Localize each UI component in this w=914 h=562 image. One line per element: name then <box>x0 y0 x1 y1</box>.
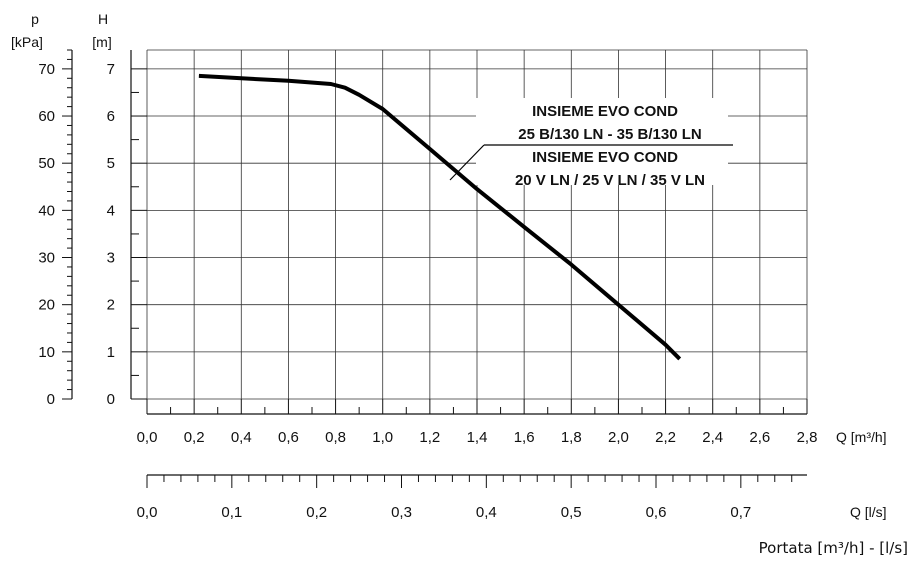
p-axis: 0 10 20 30 40 50 60 70 <box>38 49 73 408</box>
q-m3h-tick-label: 0,6 <box>278 429 299 446</box>
h-tick-label: 1 <box>107 344 115 361</box>
annotation-line-4: 20 V LN / 25 V LN / 35 V LN <box>515 172 705 189</box>
q-m3h-tick-label: 0,4 <box>231 429 252 446</box>
p-tick-label: 10 <box>38 344 55 361</box>
q-m3h-tick-label: 2,6 <box>749 429 770 446</box>
p-tick-label: 70 <box>38 61 55 78</box>
q-ls-tick-label: 0,7 <box>730 504 751 521</box>
h-tick-label: 0 <box>107 391 115 408</box>
p-axis-unit: [kPa] <box>11 34 43 50</box>
q-m3h-tick-label: 0,2 <box>184 429 205 446</box>
h-axis: 0 1 2 3 4 5 6 7 <box>107 50 147 408</box>
p-tick-label: 30 <box>38 250 55 267</box>
q-ls-tick-label: 0,4 <box>476 504 497 521</box>
annotation-background <box>476 98 728 185</box>
q-m3h-tick-label: 2,4 <box>702 429 723 446</box>
p-tick-label: 0 <box>47 391 55 408</box>
annotation-line-1: INSIEME EVO COND <box>532 103 678 120</box>
h-tick-label: 4 <box>107 202 115 219</box>
q-m3h-tick-label: 1,2 <box>419 429 440 446</box>
q-m3h-tick-label: 2,0 <box>608 429 629 446</box>
flow-rate-caption: Portata [m³/h] - [l/s] <box>759 539 908 557</box>
q-ls-tick-label: 0,3 <box>391 504 412 521</box>
p-tick-label: 20 <box>38 297 55 314</box>
q-m3h-tick-label: 1,6 <box>514 429 535 446</box>
q-m3h-tick-label: 1,0 <box>372 429 393 446</box>
q-ls-tick-label: 0,2 <box>306 504 327 521</box>
p-tick-label: 50 <box>38 155 55 172</box>
q-ls-axis-title: Q [l/s] <box>850 504 887 520</box>
annotation-line-3: INSIEME EVO COND <box>532 149 678 166</box>
p-tick-label: 60 <box>38 108 55 125</box>
annotation-leader-line <box>449 144 485 181</box>
p-tick-label: 40 <box>38 202 55 219</box>
h-tick-label: 2 <box>107 297 115 314</box>
q-ls-tick-label: 0,0 <box>137 504 158 521</box>
q-m3h-tick-label: 2,2 <box>655 429 676 446</box>
annotation-line-2: 25 B/130 LN - 35 B/130 LN <box>518 126 701 143</box>
h-axis-title: H <box>98 11 108 27</box>
h-tick-label: 6 <box>107 108 115 125</box>
h-tick-label: 3 <box>107 250 115 267</box>
q-m3h-axis-title: Q [m³/h] <box>836 429 887 445</box>
q-m3h-tick-label: 0,0 <box>137 429 158 446</box>
h-axis-unit: [m] <box>92 34 111 50</box>
q-ls-tick-label: 0,1 <box>221 504 242 521</box>
h-tick-label: 7 <box>107 61 115 78</box>
p-axis-title: p <box>31 11 39 27</box>
q-ls-axis: 0,0 0,1 0,2 0,3 0,4 0,5 0,6 0,7 <box>137 474 807 521</box>
pump-curve-line <box>198 73 682 361</box>
q-m3h-tick-label: 1,8 <box>561 429 582 446</box>
model-annotation: INSIEME EVO COND 25 B/130 LN - 35 B/130 … <box>449 98 733 189</box>
curve-layer <box>198 73 682 361</box>
q-m3h-tick-label: 1,4 <box>467 429 488 446</box>
q-m3h-tick-label: 0,8 <box>325 429 346 446</box>
q-ls-tick-label: 0,5 <box>561 504 582 521</box>
q-m3h-tick-label: 2,8 <box>797 429 818 446</box>
q-m3h-axis: 0,0 0,2 0,4 0,6 0,8 1,0 1,2 1,4 1,6 1,8 2,0 2,2 2,4 2… <box>137 399 818 446</box>
h-tick-label: 5 <box>107 155 115 172</box>
q-ls-tick-label: 0,6 <box>646 504 667 521</box>
